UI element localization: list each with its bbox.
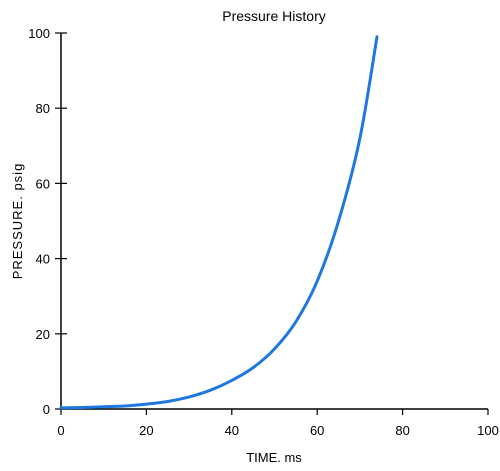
axes <box>60 33 488 410</box>
x-tick-label: 0 <box>57 423 64 438</box>
x-tick-label: 80 <box>395 423 409 438</box>
y-tick-label: 100 <box>28 26 50 41</box>
y-axis-label: PRESSURE. psig <box>10 163 25 280</box>
x-tick-label: 40 <box>225 423 239 438</box>
y-tick-label: 40 <box>36 252 50 267</box>
ticks <box>55 32 489 415</box>
x-tick-label: 100 <box>477 423 499 438</box>
chart-title: Pressure History <box>222 8 325 24</box>
y-tick-label: 0 <box>43 402 50 417</box>
x-axis-label: TIME. ms <box>246 450 302 465</box>
y-tick-label: 20 <box>36 327 50 342</box>
y-tick-label: 80 <box>36 101 50 116</box>
x-tick-label: 20 <box>139 423 153 438</box>
y-tick-label: 60 <box>36 176 50 191</box>
tick-labels: 0 20 40 60 80 100 0 20 40 60 80 100 <box>28 26 499 438</box>
pressure-series-line <box>59 35 379 410</box>
x-tick-label: 60 <box>310 423 324 438</box>
